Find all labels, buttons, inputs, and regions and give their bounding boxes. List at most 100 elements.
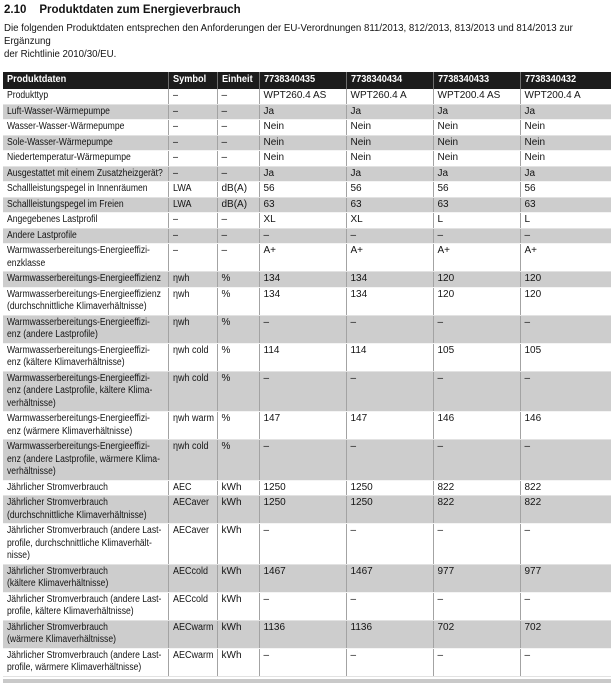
value-cell: 1250 [345, 480, 433, 496]
value-cell-text: 1467 [350, 565, 373, 577]
value-cell: 63 [432, 197, 520, 213]
value-cell-text: XL [350, 214, 363, 225]
value-cell: WPT260.4 AS [258, 89, 346, 105]
label-cell: Jährlicher Stromverbrauch (andere Last- … [3, 592, 168, 621]
table-row: Warmwasserbereitungs-Energieeffizi- enz … [3, 315, 611, 344]
value-cell: 702 [519, 620, 611, 649]
table-row: Warmwasserbereitungs-Energieeffizi- enz … [3, 411, 611, 440]
value-cell: 147 [345, 411, 433, 440]
table-row: Produkttyp – – WPT260.4 AS WPT260.4 A WPT200.… [3, 89, 611, 105]
table-row: Sole-Wasser-Wärmepumpe – – Nein Nein Nein Nein [3, 135, 611, 151]
symbol-cell-text: ηwh cold [172, 344, 209, 356]
symbol-cell-text: AECwarm [172, 649, 214, 661]
value-cell-text: 120 [524, 273, 542, 284]
column-header-article-1: 7738340435 [258, 72, 346, 89]
value-cell-text: – [437, 441, 444, 452]
unit-cell-text: % [221, 413, 231, 424]
symbol-cell: – [167, 135, 217, 151]
label-cell: Jährlicher Stromverbrauch (andere Last- … [3, 523, 168, 565]
symbol-cell: ηwh cold [167, 343, 217, 372]
value-cell-text: – [350, 649, 357, 661]
value-cell-text: 120 [437, 288, 455, 300]
value-cell-text: – [437, 229, 444, 241]
label-cell: Jährlicher Stromverbrauch (wärmere Klima… [3, 620, 168, 649]
symbol-cell-text: – [172, 245, 178, 256]
label-cell-text: Jährlicher Stromverbrauch [7, 481, 108, 493]
symbol-cell: – [167, 228, 217, 244]
unit-cell: – [216, 243, 259, 272]
unit-cell-text: % [221, 441, 231, 452]
symbol-cell-text: – [172, 152, 178, 163]
value-cell: 56 [519, 181, 611, 198]
value-cell-text: 56 [350, 183, 362, 194]
label-cell-text: Andere Lastprofile [7, 229, 77, 241]
value-cell: 977 [519, 564, 611, 593]
value-cell: 134 [345, 287, 433, 316]
value-cell: Nein [519, 150, 611, 167]
symbol-cell: LWA [167, 197, 217, 213]
unit-cell: % [216, 271, 259, 288]
unit-cell-text: – [221, 214, 228, 225]
value-cell: 56 [345, 181, 433, 198]
symbol-cell-text: AECcold [172, 593, 208, 605]
symbol-cell-text: ηwh [172, 316, 190, 328]
symbol-cell-text: – [172, 229, 178, 241]
symbol-cell: – [167, 119, 217, 136]
value-cell-text: 146 [437, 413, 455, 424]
unit-cell-text: % [221, 316, 231, 328]
value-cell: 114 [345, 343, 433, 372]
symbol-cell: AECaver [167, 495, 217, 524]
symbol-cell: AECwarm [167, 620, 217, 649]
value-cell: – [258, 523, 346, 565]
value-cell: 147 [258, 411, 346, 440]
value-cell-text: Nein [524, 121, 546, 132]
value-cell: Nein [258, 150, 346, 167]
value-cell-text: 1250 [263, 481, 286, 493]
value-cell: – [519, 371, 611, 412]
label-cell: Niedertemperatur-Wärmepumpe [3, 150, 168, 167]
value-cell: 702 [432, 620, 520, 649]
table-row: Ausgestattet mit einem Zusatzheizgerät? –… [3, 166, 611, 182]
value-cell-text: Nein [524, 136, 546, 148]
value-cell-text: WPT200.4 AS [437, 90, 501, 101]
symbol-cell-text: ηwh warm [172, 413, 214, 424]
value-cell-text: 822 [524, 497, 542, 508]
value-cell: Nein [345, 135, 433, 151]
table-row: Warmwasserbereitungs-Energieeffizienz ηwh… [3, 271, 611, 288]
value-cell: 134 [258, 271, 346, 288]
table-header-row: Produktdaten Symbol Einheit 7738340435 7… [3, 72, 611, 89]
label-cell: Jährlicher Stromverbrauch [3, 480, 168, 496]
unit-cell-text: – [221, 90, 228, 101]
value-cell-text: 702 [524, 621, 542, 633]
value-cell: A+ [258, 243, 346, 272]
value-cell-text: – [350, 525, 357, 536]
value-cell-text: – [524, 593, 531, 605]
value-cell: – [519, 439, 611, 481]
value-cell-text: 56 [437, 183, 449, 194]
value-cell-text: – [263, 649, 270, 661]
value-cell-text: – [263, 229, 270, 241]
value-cell: XL [345, 212, 433, 229]
value-cell: 1250 [345, 495, 433, 524]
value-cell-text: 147 [263, 413, 281, 424]
value-cell-text: Ja [350, 167, 362, 179]
value-cell-text: 146 [524, 413, 542, 424]
label-cell-text: Warmwasserbereitungs-Energieeffizi- enz … [7, 372, 153, 409]
unit-cell-text: dB(A) [221, 198, 248, 210]
value-cell: Ja [432, 104, 520, 120]
value-cell: XL [258, 212, 346, 229]
unit-cell-text: kWh [221, 649, 242, 661]
value-cell: 114 [258, 343, 346, 372]
value-cell: 146 [432, 411, 520, 440]
value-cell: – [432, 371, 520, 412]
value-cell: – [519, 228, 611, 244]
value-cell: Ja [519, 166, 611, 182]
label-cell-text: Sole-Wasser-Wärmepumpe [7, 136, 113, 148]
value-cell-text: – [437, 316, 444, 328]
symbol-cell-text: AECwarm [172, 621, 214, 633]
value-cell: Nein [432, 135, 520, 151]
value-cell-text: XL [263, 214, 276, 225]
column-header-symbol: Symbol [167, 72, 217, 89]
value-cell: WPT200.4 AS [432, 89, 520, 105]
